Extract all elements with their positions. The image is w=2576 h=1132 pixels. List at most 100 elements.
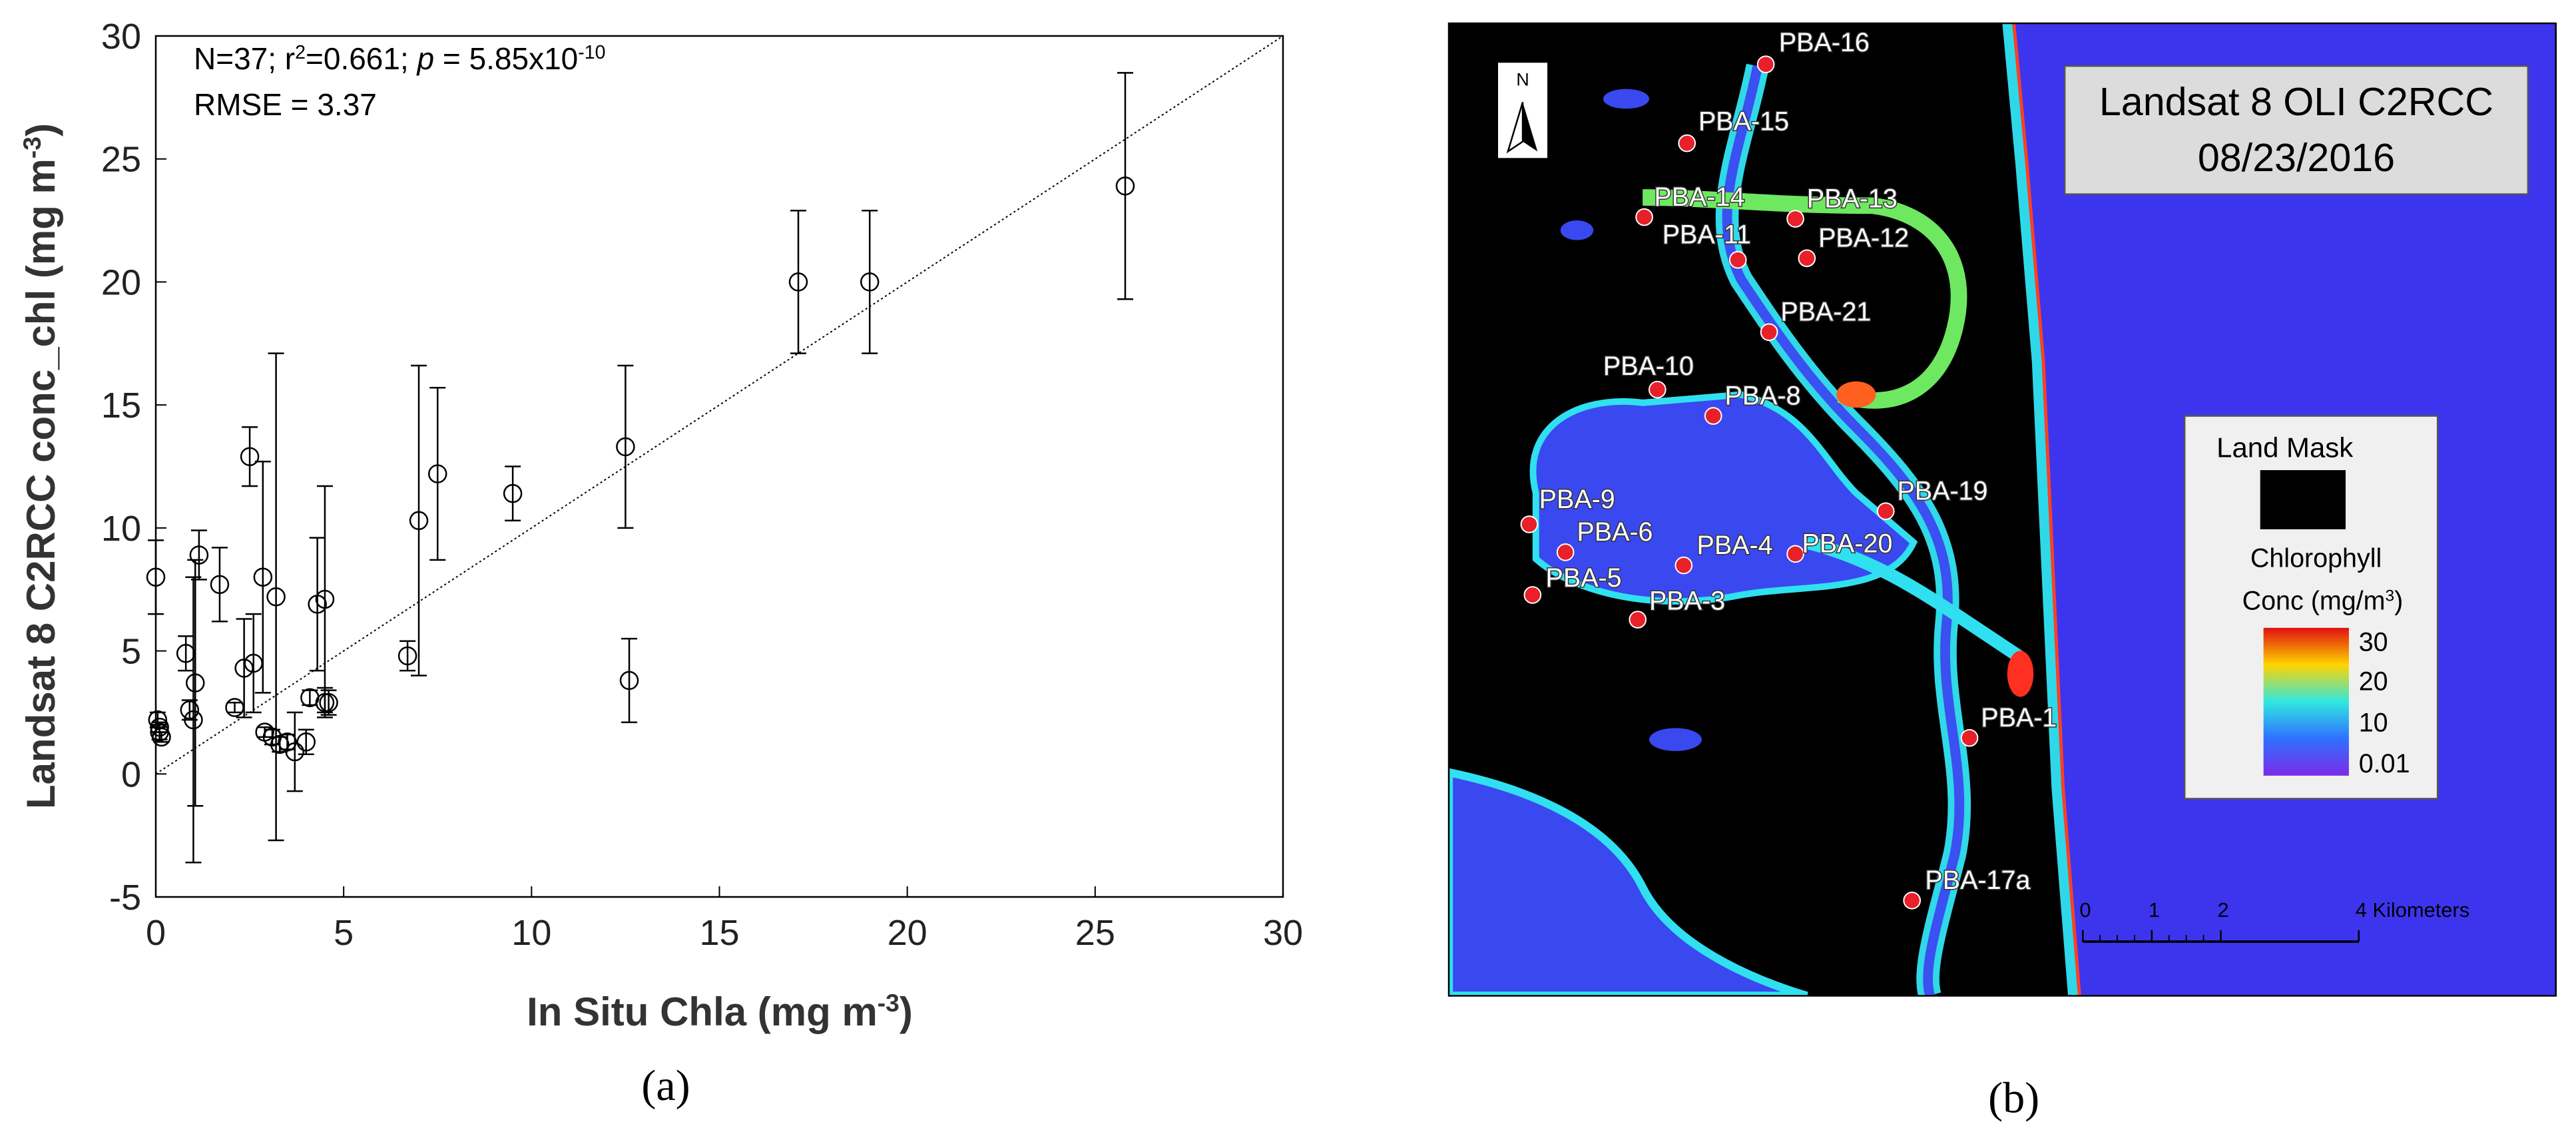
point	[428, 464, 447, 483]
error-bar	[187, 559, 204, 807]
error-bar	[286, 711, 303, 792]
station-marker	[1876, 502, 1895, 521]
point	[1115, 176, 1135, 196]
y-tick-label: 25	[101, 140, 141, 180]
label-part: )	[900, 990, 913, 1034]
plot-frame	[154, 35, 1284, 898]
station-label: PBA-17a	[1925, 866, 2030, 895]
point	[860, 272, 880, 292]
legend-subtitle: Conc (mg/m3)	[2242, 587, 2404, 616]
colorbar	[2263, 627, 2349, 776]
x-tick-label: 0	[146, 913, 166, 953]
scale-label: 1	[2149, 898, 2160, 922]
error-bar	[505, 465, 521, 522]
station-marker	[1678, 134, 1696, 152]
station-marker	[1960, 728, 1979, 747]
error-bar	[242, 426, 258, 487]
error-bar	[399, 640, 416, 672]
point	[285, 742, 305, 762]
station-label: PBA-16	[1779, 28, 1870, 57]
point	[150, 717, 169, 737]
label-sup: -3	[18, 137, 46, 158]
colorbar-label: 0.01	[2359, 749, 2410, 778]
station-marker	[1648, 380, 1667, 399]
station-marker	[1523, 586, 1542, 604]
point	[397, 646, 417, 666]
x-tick-label: 20	[888, 913, 927, 953]
station-label: PBA-12	[1818, 224, 1909, 253]
point	[319, 693, 338, 712]
station-marker	[1786, 210, 1804, 228]
scale-label: 0	[2079, 898, 2091, 922]
colorbar-label: 10	[2359, 708, 2388, 737]
scatter-panel: N=37; r2=0.661; p = 5.85x10-10 RMSE = 3.…	[18, 17, 1303, 1110]
station-label: PBA-14	[1654, 182, 1744, 212]
error-bar	[411, 364, 427, 677]
y-tick-label: 20	[101, 262, 141, 302]
annotation-sup: 2	[295, 42, 306, 63]
station-label: PBA-1	[1981, 703, 2057, 732]
error-bar	[790, 210, 807, 354]
station-marker	[1728, 250, 1747, 269]
y-tick-label: 5	[121, 632, 141, 672]
annotation-sup: -10	[578, 42, 605, 63]
station-label: PBA-8	[1724, 381, 1800, 410]
point	[409, 511, 429, 531]
point	[210, 575, 230, 595]
north-arrow: N	[1498, 63, 1548, 158]
map-date: 08/23/2016	[2198, 135, 2395, 180]
point	[152, 727, 171, 747]
point	[189, 545, 209, 565]
station-label: PBA-3	[1649, 587, 1725, 616]
y-tick-label: 30	[101, 17, 141, 57]
map-title: Landsat 8 OLI C2RCC	[2099, 79, 2493, 124]
station-label: PBA-5	[1546, 563, 1622, 593]
pond	[1603, 89, 1649, 109]
bay-south	[1448, 768, 1808, 996]
point	[186, 673, 205, 693]
label-part: In Situ Chla (mg m	[527, 990, 878, 1034]
scale-label: 4 Kilometers	[2356, 898, 2469, 922]
station-label: PBA-20	[1802, 529, 1892, 558]
station-marker	[1903, 892, 1922, 910]
panel-label: (b)	[1988, 1074, 2039, 1123]
channel-core	[1722, 65, 1965, 996]
station-label: PBA-6	[1577, 517, 1653, 547]
channel	[1805, 535, 2024, 663]
station-label: PBA-9	[1539, 485, 1615, 514]
colorbar-label: 30	[2359, 627, 2388, 657]
x-tick-label: 30	[1263, 913, 1303, 953]
colorbar-label: 20	[2359, 667, 2388, 697]
station-marker	[1556, 543, 1575, 561]
scale-label: 2	[2218, 898, 2229, 922]
station-marker	[1635, 208, 1653, 226]
station-marker	[1760, 323, 1778, 342]
station-label: PBA-21	[1780, 298, 1871, 327]
station-label: PBA-15	[1698, 107, 1789, 136]
north-arrow-right	[1523, 102, 1538, 152]
label-part: Landsat 8 C2RCC conc_chl (mg m	[19, 158, 63, 809]
legend-title: Land Mask	[2216, 431, 2354, 463]
y-tick-label: -5	[109, 878, 141, 918]
stations: PBA-16 PBA-15 PBA-14 PBA-13 PBA-11 PBA-12 PBA-…	[1520, 27, 2058, 910]
x-tick-label: 5	[334, 913, 354, 953]
error-bar	[254, 460, 271, 694]
station-label: PBA-11	[1663, 220, 1751, 250]
pond	[1495, 858, 1561, 884]
error-bar	[1117, 72, 1133, 300]
annotation-part: N=37; r	[194, 41, 295, 76]
station-label: PBA-10	[1603, 352, 1694, 381]
map-panel: N Landsat 8 OLI C2RCC 08/23/2016 Land Ma…	[1447, 22, 2557, 1123]
station-marker	[1520, 515, 1539, 533]
x-axis-label: In Situ Chla (mg m-3)	[527, 989, 913, 1034]
error-bar	[236, 618, 252, 718]
error-bar	[316, 687, 333, 718]
north-label: N	[1516, 69, 1529, 90]
title-box	[2063, 65, 2529, 195]
legend-subtitle: Chlorophyll	[2250, 544, 2382, 573]
point	[788, 272, 808, 292]
annotation-part: p	[416, 41, 435, 76]
rmse-annotation: RMSE = 3.37	[194, 87, 377, 122]
point	[184, 710, 203, 730]
